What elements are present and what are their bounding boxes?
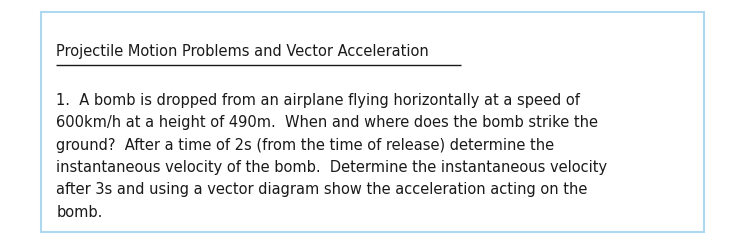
Text: 1.  A bomb is dropped from an airplane flying horizontally at a speed of
600km/h: 1. A bomb is dropped from an airplane fl… bbox=[56, 93, 607, 220]
Text: Projectile Motion Problems and Vector Acceleration: Projectile Motion Problems and Vector Ac… bbox=[56, 44, 429, 59]
Bar bbox=[41, 12, 704, 232]
